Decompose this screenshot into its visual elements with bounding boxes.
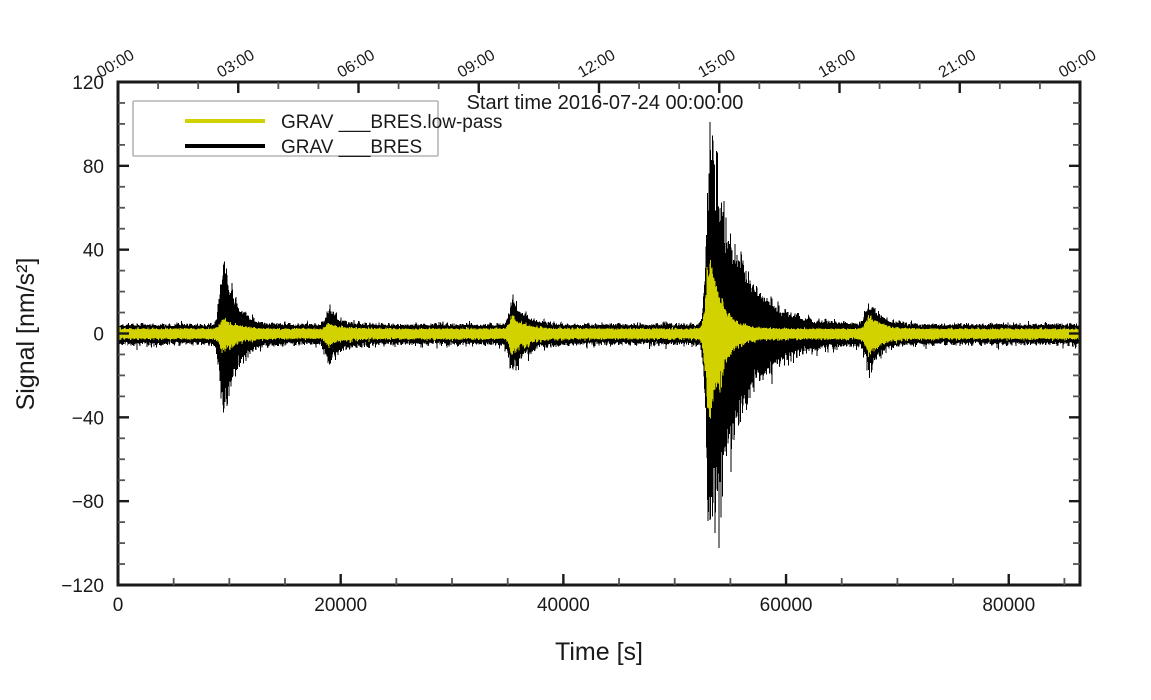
y-axis-ticks-left bbox=[118, 80, 129, 587]
x-axis-ticks-bottom bbox=[116, 574, 1066, 585]
chart-title: Start time 2016-07-24 00:00:00 bbox=[467, 92, 744, 114]
top-tick-label: 03:00 bbox=[214, 47, 257, 82]
y-tick-label: 80 bbox=[83, 157, 104, 178]
x-tick-label: 40000 bbox=[537, 595, 590, 616]
x-tick-label: 80000 bbox=[982, 595, 1035, 616]
y-tick-label: 120 bbox=[72, 73, 104, 94]
signal-traces bbox=[117, 121, 1081, 548]
top-tick-label: 00:00 bbox=[1056, 47, 1099, 82]
x-tick-label: 60000 bbox=[760, 595, 813, 616]
y-axis-title: Signal [nm/s²] bbox=[12, 258, 40, 411]
top-tick-label: 21:00 bbox=[936, 47, 979, 82]
legend-label-low-pass: GRAV ___BRES.low-pass bbox=[281, 112, 502, 133]
legend-label-raw: GRAV ___BRES bbox=[281, 137, 422, 158]
y-axis-tick-labels: 120 80 40 0 −40 −80 −120 bbox=[61, 73, 104, 597]
x-tick-label: 0 bbox=[113, 595, 124, 616]
y-tick-label: −40 bbox=[72, 408, 104, 429]
top-tick-label: 18:00 bbox=[816, 47, 859, 82]
y-tick-label: −120 bbox=[61, 576, 104, 597]
top-tick-label: 12:00 bbox=[575, 47, 618, 82]
y-tick-label: 40 bbox=[83, 241, 104, 262]
top-tick-label: 06:00 bbox=[335, 47, 378, 82]
x-tick-label: 20000 bbox=[314, 595, 367, 616]
top-tick-label: 15:00 bbox=[695, 47, 738, 82]
top-tick-label: 09:00 bbox=[455, 47, 498, 82]
y-tick-label: 0 bbox=[93, 325, 104, 346]
top-axis-tick-labels: 00:00 03:00 06:00 09:00 12:00 15:00 18:00 21:00… bbox=[94, 47, 1099, 82]
legend[interactable]: GRAV ___BRES.low-pass GRAV ___BRES bbox=[132, 100, 502, 158]
x-axis-title: Time [s] bbox=[555, 638, 643, 666]
x-axis-ticks-top bbox=[116, 82, 1082, 93]
axes bbox=[116, 80, 1082, 587]
x-axis-tick-labels: 0 20000 40000 60000 80000 bbox=[113, 595, 1035, 616]
y-tick-label: −80 bbox=[72, 492, 104, 513]
y-axis-ticks-right bbox=[1069, 80, 1080, 587]
legend-box bbox=[132, 100, 439, 157]
